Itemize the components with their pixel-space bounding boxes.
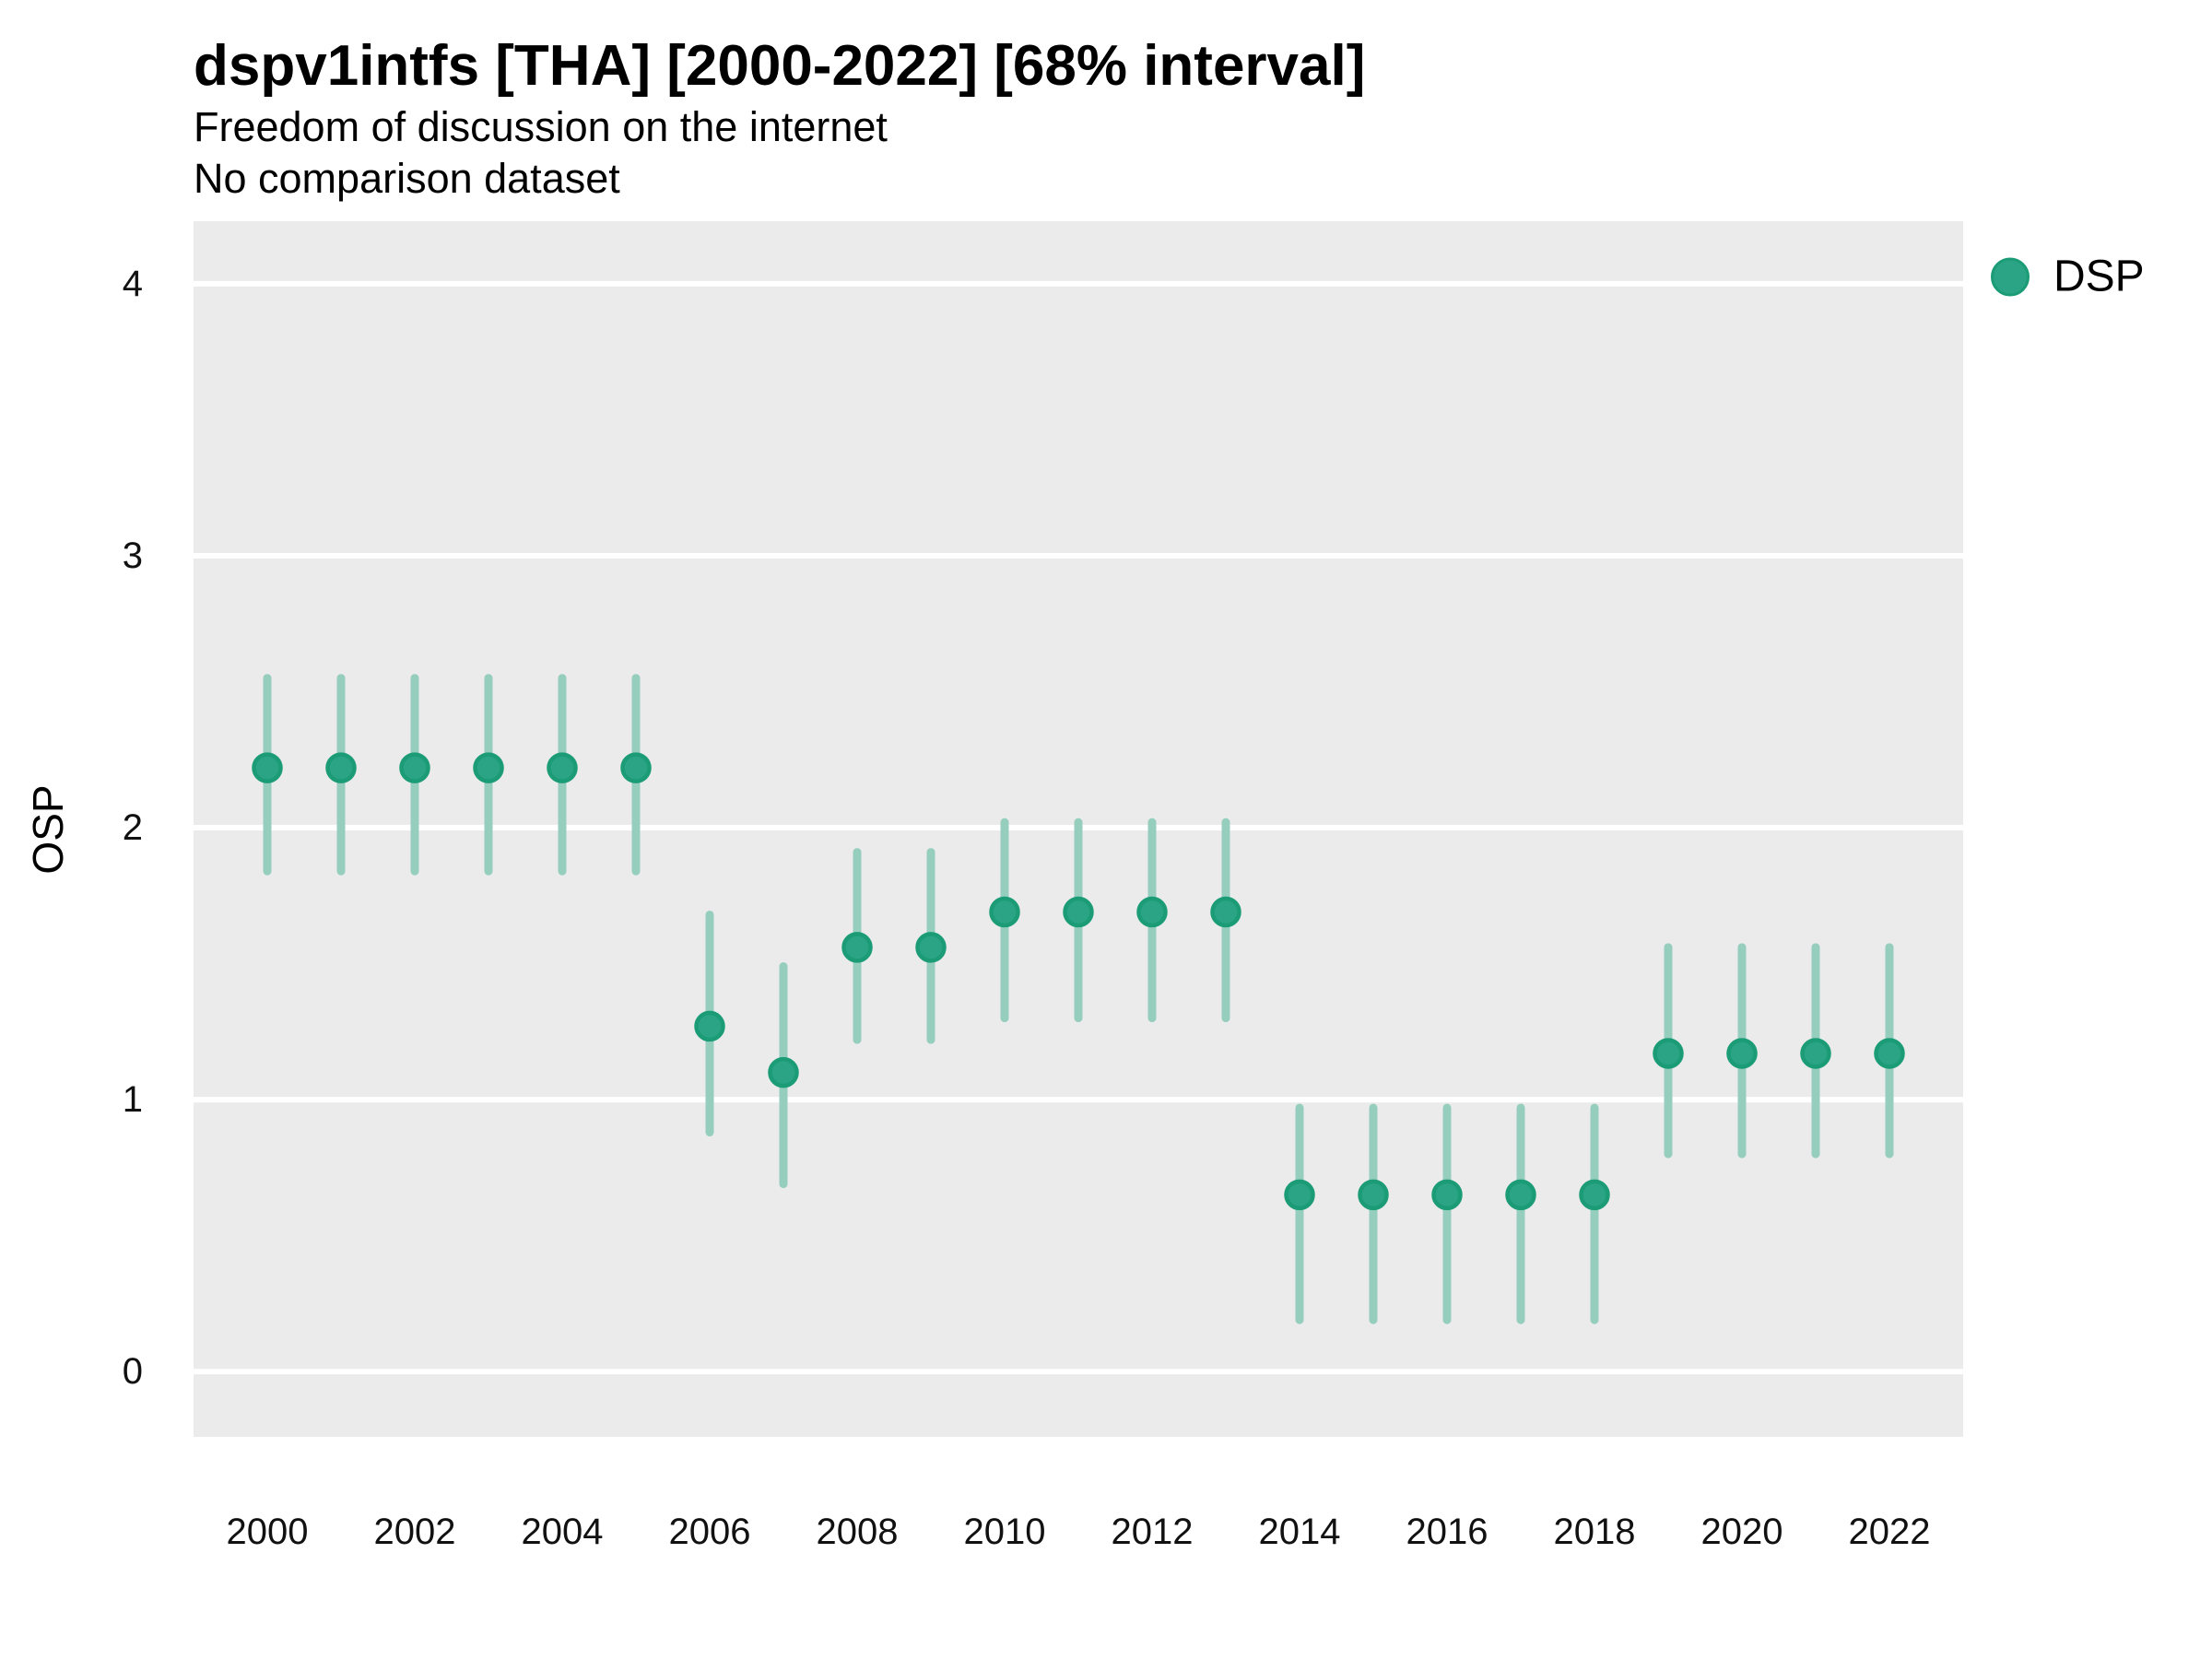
point-estimate-2016	[1431, 1179, 1463, 1211]
x-tick-label-2020: 2020	[1700, 1512, 1783, 1552]
x-tick-label-2018: 2018	[1553, 1512, 1636, 1552]
point-estimate-2017	[1505, 1179, 1536, 1211]
y-tick-label-1: 1	[122, 1079, 143, 1121]
legend-point-icon	[1991, 257, 2030, 296]
point-estimate-2013	[1210, 896, 1241, 928]
chart-subtitle: Freedom of discussion on the internet	[194, 103, 888, 150]
point-estimate-2000	[252, 752, 283, 783]
y-tick-label-0: 0	[122, 1351, 143, 1393]
point-estimate-2014	[1284, 1179, 1315, 1211]
point-estimate-2009	[915, 932, 947, 963]
x-tick-label-2012: 2012	[1111, 1512, 1194, 1552]
x-tick-label-2016: 2016	[1406, 1512, 1488, 1552]
point-estimate-2007	[768, 1056, 799, 1088]
plot-area	[194, 280, 1963, 1375]
point-estimate-2001	[325, 752, 357, 783]
point-estimate-2008	[841, 932, 873, 963]
chart-subtitle-comparison: No comparison dataset	[194, 155, 620, 202]
legend: DSP	[1991, 252, 2145, 302]
point-estimate-2010	[989, 896, 1020, 928]
point-estimate-2015	[1358, 1179, 1389, 1211]
point-estimate-2005	[620, 752, 652, 783]
point-estimate-2022	[1874, 1038, 1905, 1069]
point-estimate-2020	[1726, 1038, 1758, 1069]
x-tick-label-2008: 2008	[816, 1512, 899, 1552]
point-estimate-2021	[1800, 1038, 1831, 1069]
point-estimate-2003	[473, 752, 504, 783]
y-tick-label-3: 3	[122, 535, 143, 576]
point-estimate-2019	[1653, 1038, 1684, 1069]
legend-label: DSP	[2053, 252, 2145, 301]
y-tick-label-2: 2	[122, 807, 143, 849]
point-estimate-2004	[547, 752, 578, 783]
x-tick-label-2022: 2022	[1848, 1512, 1931, 1552]
point-estimate-2018	[1579, 1179, 1610, 1211]
x-tick-label-2000: 2000	[226, 1512, 309, 1552]
point-estimate-2012	[1136, 896, 1168, 928]
plot-panel	[194, 221, 1963, 1437]
x-tick-label-2004: 2004	[521, 1512, 604, 1552]
point-estimate-2011	[1063, 896, 1094, 928]
point-estimate-2006	[694, 1010, 725, 1042]
x-tick-label-2002: 2002	[373, 1512, 456, 1552]
x-tick-label-2010: 2010	[963, 1512, 1046, 1552]
x-tick-label-2014: 2014	[1258, 1512, 1341, 1552]
chart-title: dspv1intfs [THA] [2000-2022] [68% interv…	[194, 34, 1366, 98]
x-tick-label-2006: 2006	[668, 1512, 751, 1552]
point-estimate-2002	[399, 752, 430, 783]
y-tick-label-4: 4	[122, 263, 143, 304]
